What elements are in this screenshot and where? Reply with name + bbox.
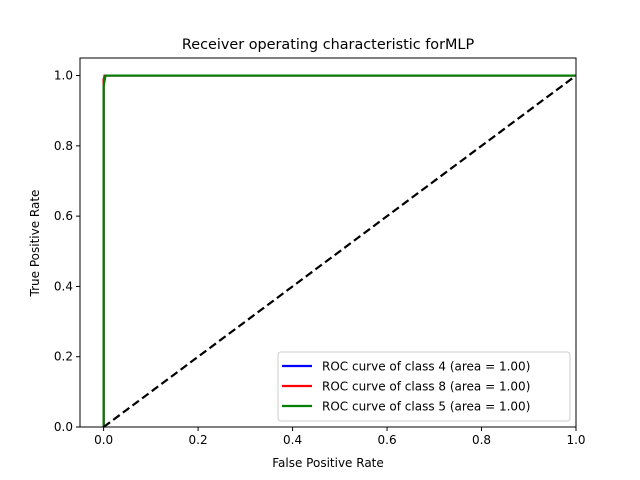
legend-box <box>277 351 571 422</box>
y-tick-label: 0.0 <box>54 420 73 434</box>
x-tick-label: 0.4 <box>283 433 302 447</box>
legend-label-3: ROC curve of class 5 (area = 1.00) <box>322 400 530 414</box>
legend-label-2: ROC curve of class 8 (area = 1.00) <box>322 380 530 394</box>
y-tick-label: 0.2 <box>54 350 73 364</box>
axes-frame <box>79 57 577 428</box>
legend-label-1: ROC curve of class 4 (area = 1.00) <box>322 360 530 374</box>
y-tick-label: 0.4 <box>54 279 73 293</box>
x-tick-label: 1.0 <box>566 433 585 447</box>
plot-area: 0.0 0.2 0.4 0.6 0.8 1.0 0.0 0.2 0.4 0.6 0.8 1.0 <box>54 57 586 447</box>
y-tick-label: 0.6 <box>54 209 73 223</box>
x-tick-label: 0.6 <box>378 433 397 447</box>
x-tick-label: 0.0 <box>94 433 113 447</box>
y-axis-label: True Positive Rate <box>28 190 42 298</box>
x-tick-label: 0.8 <box>472 433 491 447</box>
y-tick-label: 1.0 <box>54 69 73 83</box>
chart-title: Receiver operating characteristic forMLP <box>182 37 475 53</box>
x-tick-label: 0.2 <box>189 433 208 447</box>
x-axis-label: False Positive Rate <box>272 456 384 470</box>
y-tick-label: 0.8 <box>54 139 73 153</box>
roc-curve-line-3 <box>102 74 576 427</box>
legend: ROC curve of class 4 (area = 1.00) ROC cu… <box>277 351 571 422</box>
chance-diagonal-line <box>102 74 577 428</box>
